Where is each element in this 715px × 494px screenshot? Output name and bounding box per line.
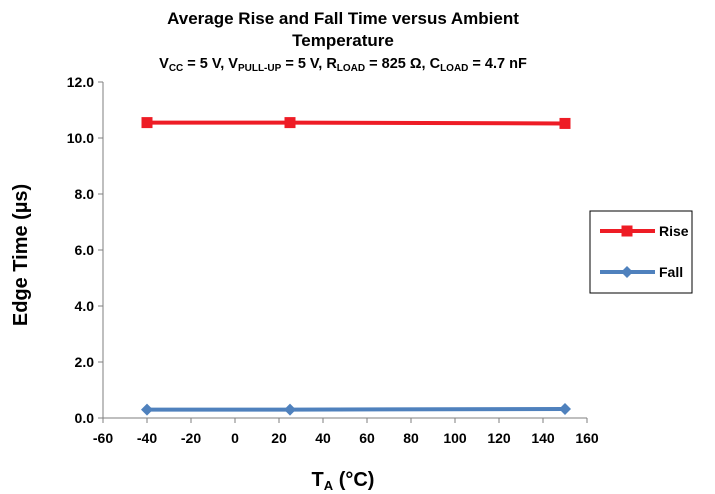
y-tick-label: 4.0 [75, 298, 95, 314]
x-axis-title-main: T [312, 469, 324, 491]
series-layer [141, 117, 571, 416]
legend-item-fall: Fall [600, 264, 683, 280]
legend-item-rise: Rise [600, 223, 689, 239]
chart-title-line-2: Temperature [292, 31, 394, 50]
data-point-rise [284, 117, 296, 129]
x-axis-title: TA (°C) [312, 469, 375, 493]
y-tick-label: 2.0 [75, 354, 95, 370]
data-point-rise [141, 117, 153, 129]
y-tick-label: 10.0 [67, 130, 94, 146]
x-tick-label: 100 [443, 430, 467, 446]
series-line-rise [147, 120, 566, 126]
series-fall [141, 403, 571, 416]
x-tick-label: 60 [359, 430, 375, 446]
series-rise [141, 117, 571, 129]
y-tick-label: 12.0 [67, 74, 94, 90]
x-tick-label: 80 [403, 430, 419, 446]
x-tick-label: 40 [315, 430, 331, 446]
x-tick-label: 0 [231, 430, 239, 446]
subtitle-rl-value: = 825 Ω, [365, 56, 429, 72]
subtitle-vcc-symbol: V [159, 56, 169, 72]
data-point-fall [284, 403, 296, 416]
subtitle-vpu-value: = 5 V, [281, 56, 326, 72]
chart-subtitle: VCC = 5 V, VPULL-UP = 5 V, RLOAD = 825 Ω… [159, 56, 527, 74]
legend: Rise Fall [589, 210, 693, 294]
y-tick-label: 8.0 [75, 186, 95, 202]
legend-marker [621, 266, 633, 278]
subtitle-vpu-symbol: V [228, 56, 238, 72]
data-point-fall [141, 403, 153, 416]
legend-box [589, 210, 693, 294]
x-tick-label: 140 [531, 430, 555, 446]
subtitle-cl-value: = 4.7 nF [468, 56, 527, 72]
x-tick-label: -60 [93, 430, 113, 446]
y-axis-ticks: 0.0 2.0 4.0 6.0 8.0 10.0 12.0 [67, 74, 103, 426]
x-axis-title-units: (°C) [333, 469, 374, 491]
subtitle-vcc-value: = 5 V, [183, 56, 228, 72]
x-axis-title-subscript: A [324, 478, 334, 493]
x-tick-label: -40 [137, 430, 157, 446]
chart-title-line-1: Average Rise and Fall Time versus Ambien… [167, 9, 519, 28]
legend-label: Fall [659, 264, 683, 280]
x-axis-ticks: -60 -40 -20 0 20 40 60 80 100 120 140 160 [93, 418, 599, 446]
x-tick-label: -20 [181, 430, 201, 446]
y-tick-label: 0.0 [75, 410, 95, 426]
subtitle-vcc-subscript: CC [169, 63, 183, 74]
legend-label: Rise [659, 223, 689, 239]
data-point-fall [559, 403, 571, 416]
legend-marker [621, 225, 633, 237]
y-tick-label: 6.0 [75, 242, 95, 258]
subtitle-cl-subscript: LOAD [440, 63, 468, 74]
subtitle-rl-symbol: R [326, 56, 337, 72]
data-point-rise [559, 117, 571, 129]
x-tick-label: 20 [271, 430, 287, 446]
x-tick-label: 160 [575, 430, 599, 446]
subtitle-vpu-subscript: PULL-UP [238, 63, 282, 74]
x-tick-label: 120 [487, 430, 511, 446]
subtitle-rl-subscript: LOAD [337, 63, 365, 74]
subtitle-cl-symbol: C [430, 56, 441, 72]
series-line-fall [147, 407, 566, 412]
y-axis-title: Edge Time (µs) [10, 184, 32, 326]
